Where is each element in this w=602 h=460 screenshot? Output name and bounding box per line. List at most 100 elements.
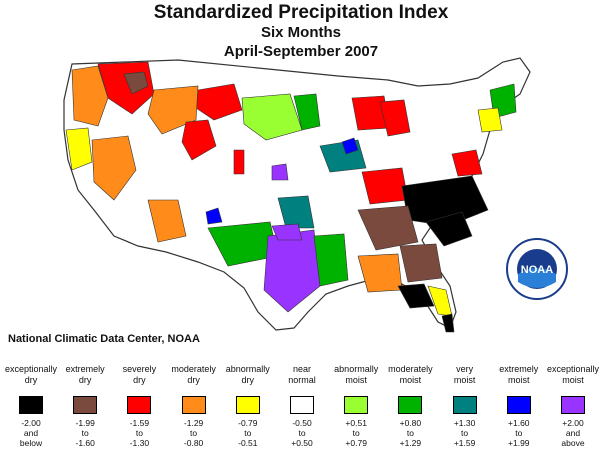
legend-label: moderately dry — [167, 364, 221, 388]
legend-swatch — [344, 396, 369, 414]
map-subtitle-period: Six Months — [260, 24, 341, 41]
legend-range-line: and — [565, 428, 581, 438]
legend-range-line: to — [352, 428, 360, 438]
legend-range-line: -0.50 — [292, 418, 312, 428]
region-florida-tip-exceptional — [441, 313, 455, 333]
legend-range-line: to — [515, 428, 523, 438]
legend-range-line: +1.60 — [508, 418, 530, 428]
region-montana-moderate — [147, 85, 199, 135]
region-colorado-severe — [233, 149, 245, 175]
region-texas-purple — [263, 229, 321, 313]
legend-range: -0.50 to +0.50 — [275, 418, 329, 448]
legend-swatch — [181, 396, 206, 414]
legend-range: -1.29 to -0.80 — [167, 418, 221, 448]
region-newengland-yellow — [477, 107, 503, 133]
legend-range-line: +1.30 — [453, 418, 476, 428]
legend-label: moderately moist — [383, 364, 437, 388]
legend-item: abnormally dry -0.79 to -0.51 — [221, 364, 275, 448]
region-ohio-valley-severe — [361, 167, 409, 205]
legend-label-line2: dry — [133, 375, 146, 385]
legend-swatch — [506, 396, 531, 414]
legend-range: +2.00 and above — [546, 418, 600, 448]
legend-item: exceptionally dry -2.00 and below — [4, 364, 58, 448]
legend-range-line: above — [561, 438, 585, 448]
region-southeast-extreme — [357, 205, 419, 251]
region-dakotas-moderate-moist — [293, 93, 321, 131]
legend-range-line: +0.50 — [291, 438, 313, 448]
legend-label-line1: very — [456, 364, 474, 374]
region-utah-severe — [181, 119, 217, 161]
legend-range-line: -1.60 — [75, 438, 95, 448]
legend-range-line: to — [190, 428, 198, 438]
legend-label: near normal — [275, 364, 329, 388]
us-precipitation-map — [58, 50, 548, 335]
map-subtitle-dates: April-September 2007 — [223, 43, 379, 60]
legend-swatch — [452, 396, 477, 414]
legend-label-line1: moderately — [388, 364, 433, 374]
legend-label-line2: moist — [345, 375, 367, 385]
legend-range: -2.00 and below — [4, 418, 58, 448]
legend-range-line: +2.00 — [562, 418, 584, 428]
legend-label-line1: exceptionally — [4, 364, 58, 374]
legend-label: severely dry — [112, 364, 166, 388]
legend-range-line: -0.80 — [183, 438, 204, 448]
legend-swatch — [561, 396, 585, 414]
legend-item: near normal -0.50 to +0.50 — [275, 364, 329, 448]
legend-label-line1: abnormally — [334, 364, 379, 374]
legend-range: +0.80 to +1.29 — [383, 418, 437, 448]
legend-range-line: to — [461, 428, 469, 438]
legend-label-line2: moist — [562, 375, 584, 385]
legend-range-line: to — [298, 428, 306, 438]
legend-swatch — [398, 396, 423, 414]
region-florida-exceptional — [397, 283, 435, 309]
legend-swatch — [290, 396, 314, 414]
legend-label: very moist — [438, 364, 492, 388]
region-ozarks-purple — [271, 223, 303, 241]
legend-item: moderately moist +0.80 to +1.29 — [383, 364, 437, 448]
spi-regions — [65, 61, 517, 333]
us-map-svg — [63, 57, 531, 333]
legend-range-line: +1.29 — [399, 438, 422, 448]
region-oregon-abnormal — [65, 127, 93, 171]
spi-legend: exceptionally dry -2.00 and below extremely dr… — [0, 364, 602, 460]
legend-range-line: -0.79 — [238, 418, 258, 428]
legend-label: exceptionally moist — [546, 364, 600, 388]
legend-label: abnormally dry — [221, 364, 275, 388]
legend-range-line: +1.99 — [508, 438, 530, 448]
region-texas-gulf-green — [313, 233, 349, 287]
legend-range-line: +0.80 — [399, 418, 422, 428]
region-west-moderate — [91, 135, 137, 201]
legend-range-line: -1.59 — [129, 418, 150, 428]
legend-range-line: +0.79 — [345, 438, 367, 448]
legend-item: severely dry -1.59 to -1.30 — [112, 364, 166, 448]
legend-label-line1: abnormally — [225, 364, 270, 374]
map-title: Standardized Precipitation Index — [153, 2, 449, 23]
legend-range-line: to — [406, 428, 414, 438]
data-source-credit: National Climatic Data Center, NOAA — [8, 333, 200, 345]
legend-range: +1.30 to +1.59 — [438, 418, 492, 448]
noaa-logo-text: NOAA — [521, 264, 553, 276]
legend-range-line: below — [19, 438, 43, 448]
legend-label-line2: dry — [24, 375, 38, 385]
legend-label-line2: dry — [187, 375, 200, 385]
legend-range-line: -1.99 — [75, 418, 95, 428]
legend-label-line1: exceptionally — [546, 364, 600, 374]
legend-range-line: to — [244, 428, 252, 438]
legend-range-line: -1.30 — [129, 438, 150, 448]
legend-swatch — [19, 396, 43, 414]
legend-range: -1.59 to -1.30 — [112, 418, 166, 448]
map-title-block: Standardized Precipitation Index Six Mon… — [0, 2, 602, 61]
legend-label-line2: dry — [78, 375, 92, 385]
legend-label-line1: extremely — [65, 364, 105, 374]
legend-label: extremely moist — [492, 364, 546, 388]
legend-range-line: to — [81, 428, 89, 438]
legend-range-line: +0.51 — [345, 418, 367, 428]
region-kansas-blue — [205, 207, 223, 225]
noaa-logo-icon: NOAA — [506, 238, 568, 300]
legend-item: very moist +1.30 to +1.59 — [438, 364, 492, 448]
region-oklahoma-very-moist — [277, 195, 315, 229]
legend-label-line1: severely — [122, 364, 157, 374]
region-northwest-moderate — [71, 65, 109, 127]
region-iowa-blue — [341, 137, 359, 155]
region-idaho-extreme — [123, 71, 149, 95]
